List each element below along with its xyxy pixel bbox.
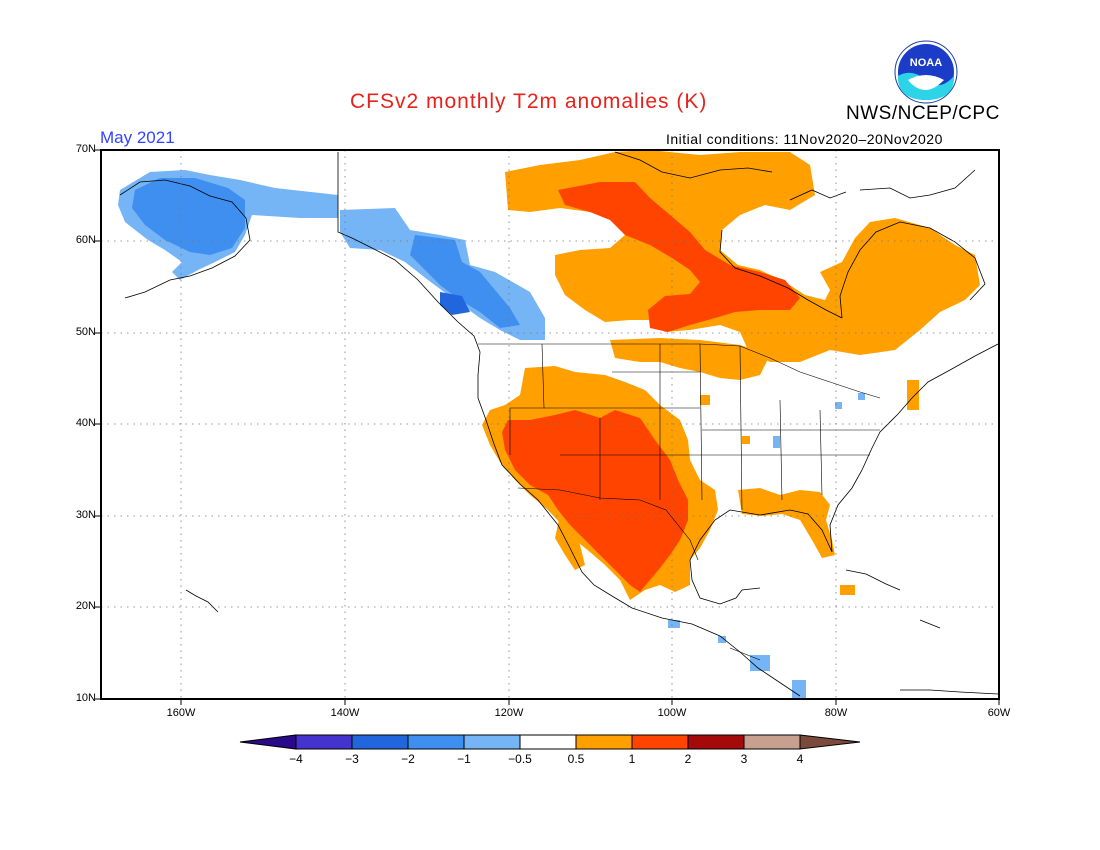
colorbar-label: −1	[457, 752, 471, 766]
forecast-month: May 2021	[100, 128, 175, 147]
axis-ticks	[95, 149, 1000, 705]
lon-label: 60W	[987, 707, 1011, 719]
noaa-logo-icon: NOAA	[894, 40, 958, 104]
colorbar-label: −4	[289, 752, 303, 766]
lat-label: 30N	[75, 509, 96, 521]
scattered-cool-pixels	[668, 393, 865, 698]
colorbar-swatch	[575, 734, 633, 750]
colorbar-label: 2	[684, 752, 692, 766]
canada-warm-region	[505, 150, 980, 362]
colorbar-swatch	[463, 734, 521, 750]
lat-label: 50N	[75, 326, 96, 338]
colorbar-swatch	[295, 734, 353, 750]
gridlines	[101, 150, 999, 699]
colorbar-swatch	[743, 734, 801, 750]
lat-label: 40N	[75, 417, 96, 429]
colorbar-label: −0.5	[508, 752, 532, 766]
borders	[478, 343, 881, 661]
colorbar-label: 0.5	[567, 752, 585, 766]
colorbar-swatch	[407, 734, 465, 750]
logo-text: NOAA	[910, 57, 942, 69]
colorbar-arrow-high	[799, 734, 861, 750]
colorbar-label: −3	[345, 752, 359, 766]
coastlines	[119, 151, 999, 697]
colorbar-label: 4	[796, 752, 804, 766]
lat-label: 70N	[75, 143, 96, 155]
colorbar-arrow-low	[239, 734, 297, 750]
alaska-cool-region	[118, 170, 545, 340]
colorbar-label: 1	[628, 752, 636, 766]
initial-conditions: Initial conditions: 11Nov2020–20Nov2020	[666, 131, 943, 147]
colorbar-label: 3	[740, 752, 748, 766]
lon-label: 160W	[166, 707, 196, 719]
lon-label: 120W	[494, 707, 524, 719]
agency-label: NWS/NCEP/CPC	[846, 103, 1000, 124]
lon-label: 80W	[824, 707, 848, 719]
lat-label: 20N	[75, 600, 96, 612]
map-title: CFSv2 monthly T2m anomalies (K)	[350, 90, 708, 113]
colorbar-swatch	[519, 734, 577, 750]
us-mexico-warm-region	[482, 338, 919, 600]
lon-label: 140W	[330, 707, 360, 719]
lat-label: 60N	[75, 234, 96, 246]
colorbar-swatch	[687, 734, 745, 750]
colorbar-swatch	[631, 734, 689, 750]
colorbar-label: −2	[401, 752, 415, 766]
colorbar-swatch	[351, 734, 409, 750]
lat-label: 10N	[75, 692, 96, 704]
lon-label: 100W	[657, 707, 687, 719]
